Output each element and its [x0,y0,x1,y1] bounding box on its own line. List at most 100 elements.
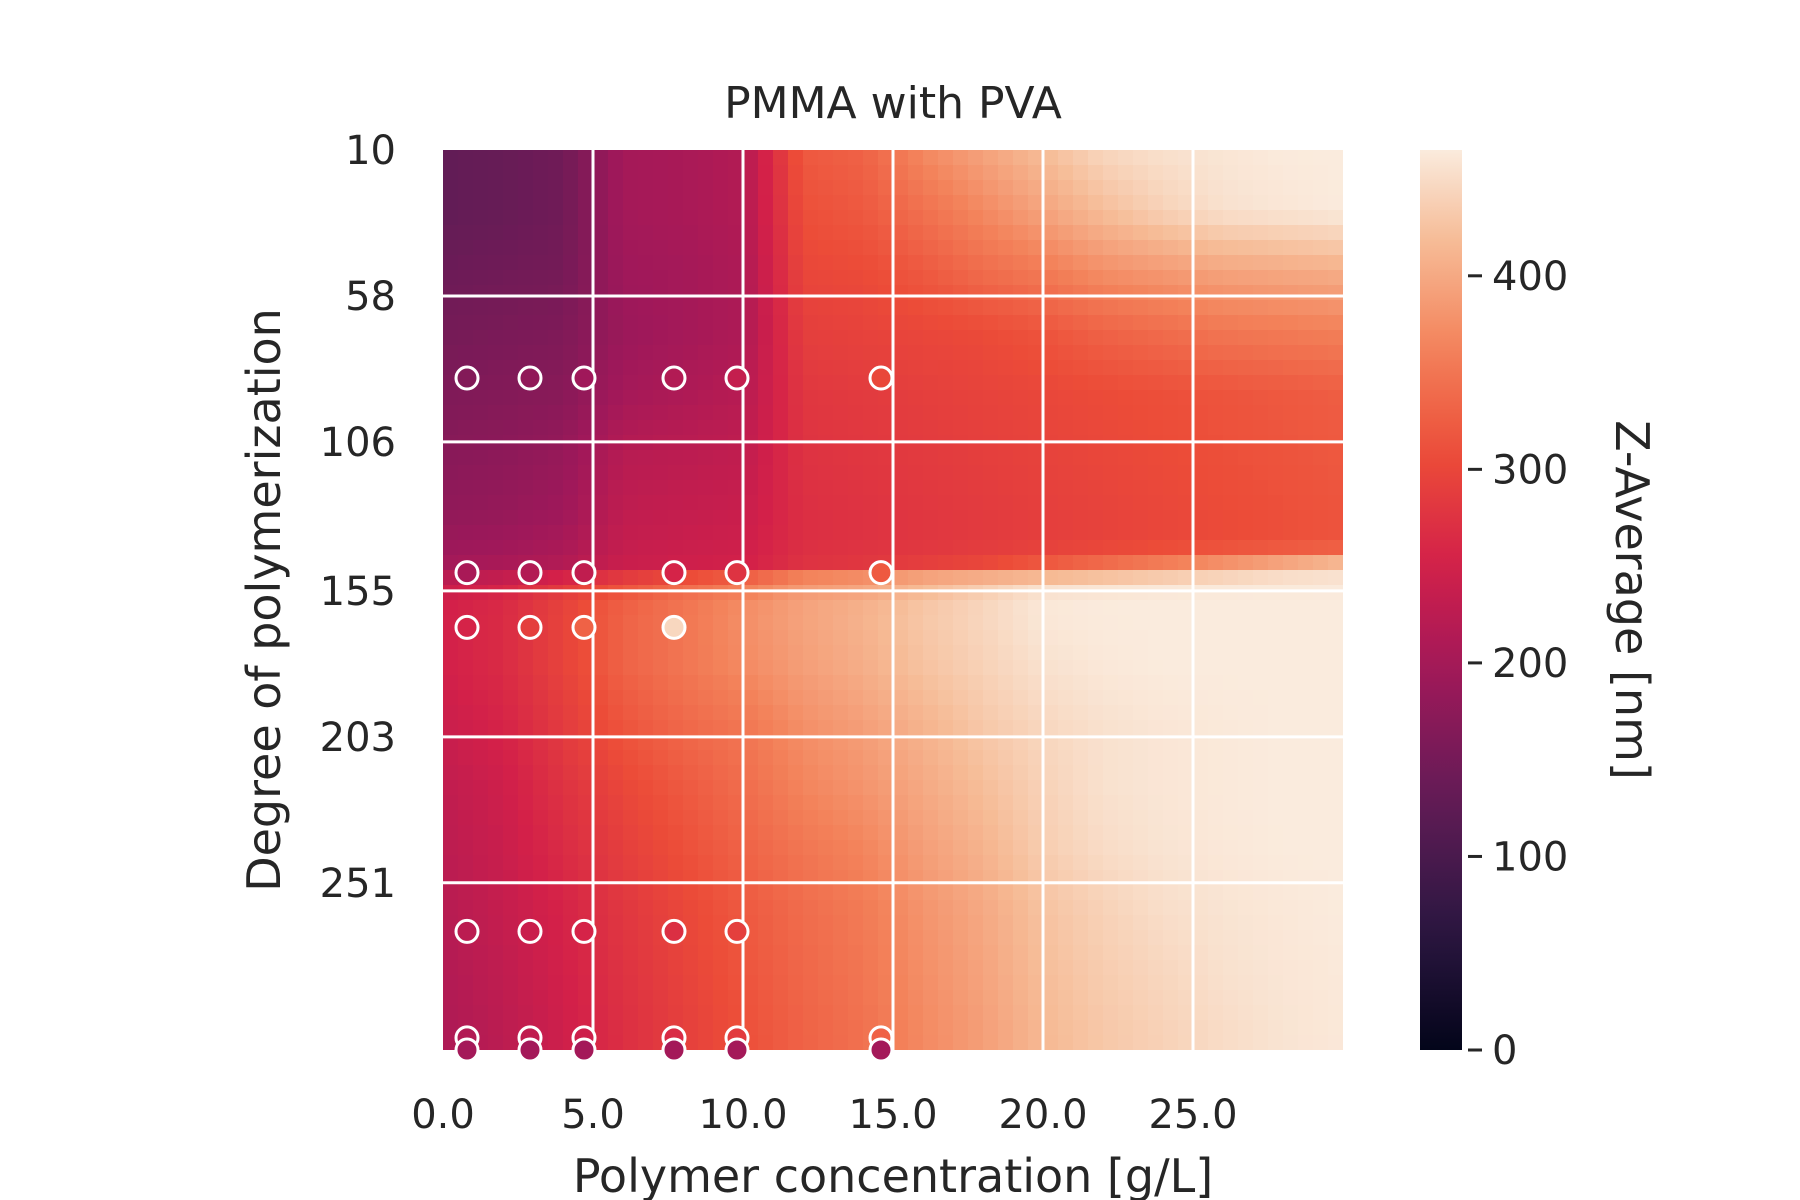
heatmap-cell [1028,285,1044,301]
heatmap-cell [1163,495,1179,511]
heatmap-cell [1133,750,1149,766]
heatmap-cell [938,960,954,976]
heatmap-cell [488,990,504,1006]
heatmap-cell [863,1005,879,1021]
heatmap-cell [863,720,879,736]
heatmap-cell [788,810,804,826]
heatmap-cell [1238,285,1254,301]
heatmap-cell [698,690,714,706]
heatmap-cell [1223,855,1239,871]
heatmap-cell [1268,450,1284,466]
heatmap-cell [578,315,594,331]
heatmap-cell [863,540,879,556]
heatmap-cell [1133,675,1149,691]
heatmap-cell [1178,795,1194,811]
heatmap-cell [923,345,939,361]
heatmap-cell [1328,405,1343,421]
heatmap-cell [893,270,909,286]
heatmap-cell [848,780,864,796]
heatmap-cell [1253,810,1269,826]
heatmap-cell [893,1005,909,1021]
heatmap-cell [1043,240,1059,256]
heatmap-cell [1178,975,1194,991]
heatmap-cell [848,855,864,871]
heatmap-cell [1193,420,1209,436]
heatmap-cell [638,585,654,601]
heatmap-cell [908,780,924,796]
heatmap-cell [458,315,474,331]
heatmap-cell [1073,270,1089,286]
heatmap-cell [1283,765,1299,781]
heatmap-cell [983,300,999,316]
heatmap-cell [953,675,969,691]
heatmap-cell [878,660,894,676]
heatmap-cell [953,855,969,871]
heatmap-cell [488,795,504,811]
heatmap-cell [1088,225,1104,241]
heatmap-cell [1313,390,1329,406]
heatmap-cell [503,645,519,661]
heatmap-cell [578,735,594,751]
heatmap-cell [848,315,864,331]
heatmap-cell [788,195,804,211]
heatmap-cell [968,360,984,376]
heatmap-cell [728,810,744,826]
heatmap-cell [1118,375,1134,391]
heatmap-cell [923,555,939,571]
heatmap-cell [608,555,624,571]
heatmap-cell [1028,525,1044,541]
heatmap-cell [563,150,579,166]
heatmap-cell [533,540,549,556]
heatmap-cell [533,855,549,871]
heatmap-cell [503,210,519,226]
heatmap-cell [1103,945,1119,961]
heatmap-cell [1253,900,1269,916]
heatmap-cell [788,555,804,571]
heatmap-cell [1208,675,1224,691]
heatmap-cell [893,615,909,631]
heatmap-cell [728,150,744,166]
heatmap-cell [698,270,714,286]
heatmap-cell [638,255,654,271]
heatmap-cell [923,420,939,436]
heatmap-cell [1283,240,1299,256]
heatmap-cell [1223,345,1239,361]
heatmap-cell [848,210,864,226]
heatmap-cell [908,1020,924,1036]
heatmap-cell [1238,930,1254,946]
heatmap-cell [1088,405,1104,421]
heatmap-cell [758,765,774,781]
heatmap-cell [953,645,969,661]
heatmap-cell [1268,975,1284,991]
heatmap-cell [863,630,879,646]
heatmap-cell [1028,195,1044,211]
heatmap-cell [563,645,579,661]
heatmap-cell [503,750,519,766]
heatmap-cell [608,210,624,226]
heatmap-cell [503,495,519,511]
heatmap-cell [1013,285,1029,301]
heatmap-cell [743,645,759,661]
heatmap-cell [1193,825,1209,841]
heatmap-cell [698,510,714,526]
heatmap-cell [608,990,624,1006]
heatmap-cell [953,360,969,376]
heatmap-cell [1313,465,1329,481]
heatmap-cell [1058,1005,1074,1021]
heatmap-cell [653,510,669,526]
heatmap-cell [1118,915,1134,931]
heatmap-cell [1058,795,1074,811]
heatmap-cell [1253,225,1269,241]
heatmap-cell [923,750,939,766]
heatmap-cell [1193,735,1209,751]
heatmap-cell [1133,390,1149,406]
heatmap-cell [848,555,864,571]
heatmap-cell [473,900,489,916]
heatmap-cell [833,930,849,946]
heatmap-cell [503,885,519,901]
heatmap-cell [1328,210,1343,226]
heatmap-cell [788,495,804,511]
heatmap-cell [1328,930,1343,946]
heatmap-cell [458,645,474,661]
data-point [517,918,543,944]
